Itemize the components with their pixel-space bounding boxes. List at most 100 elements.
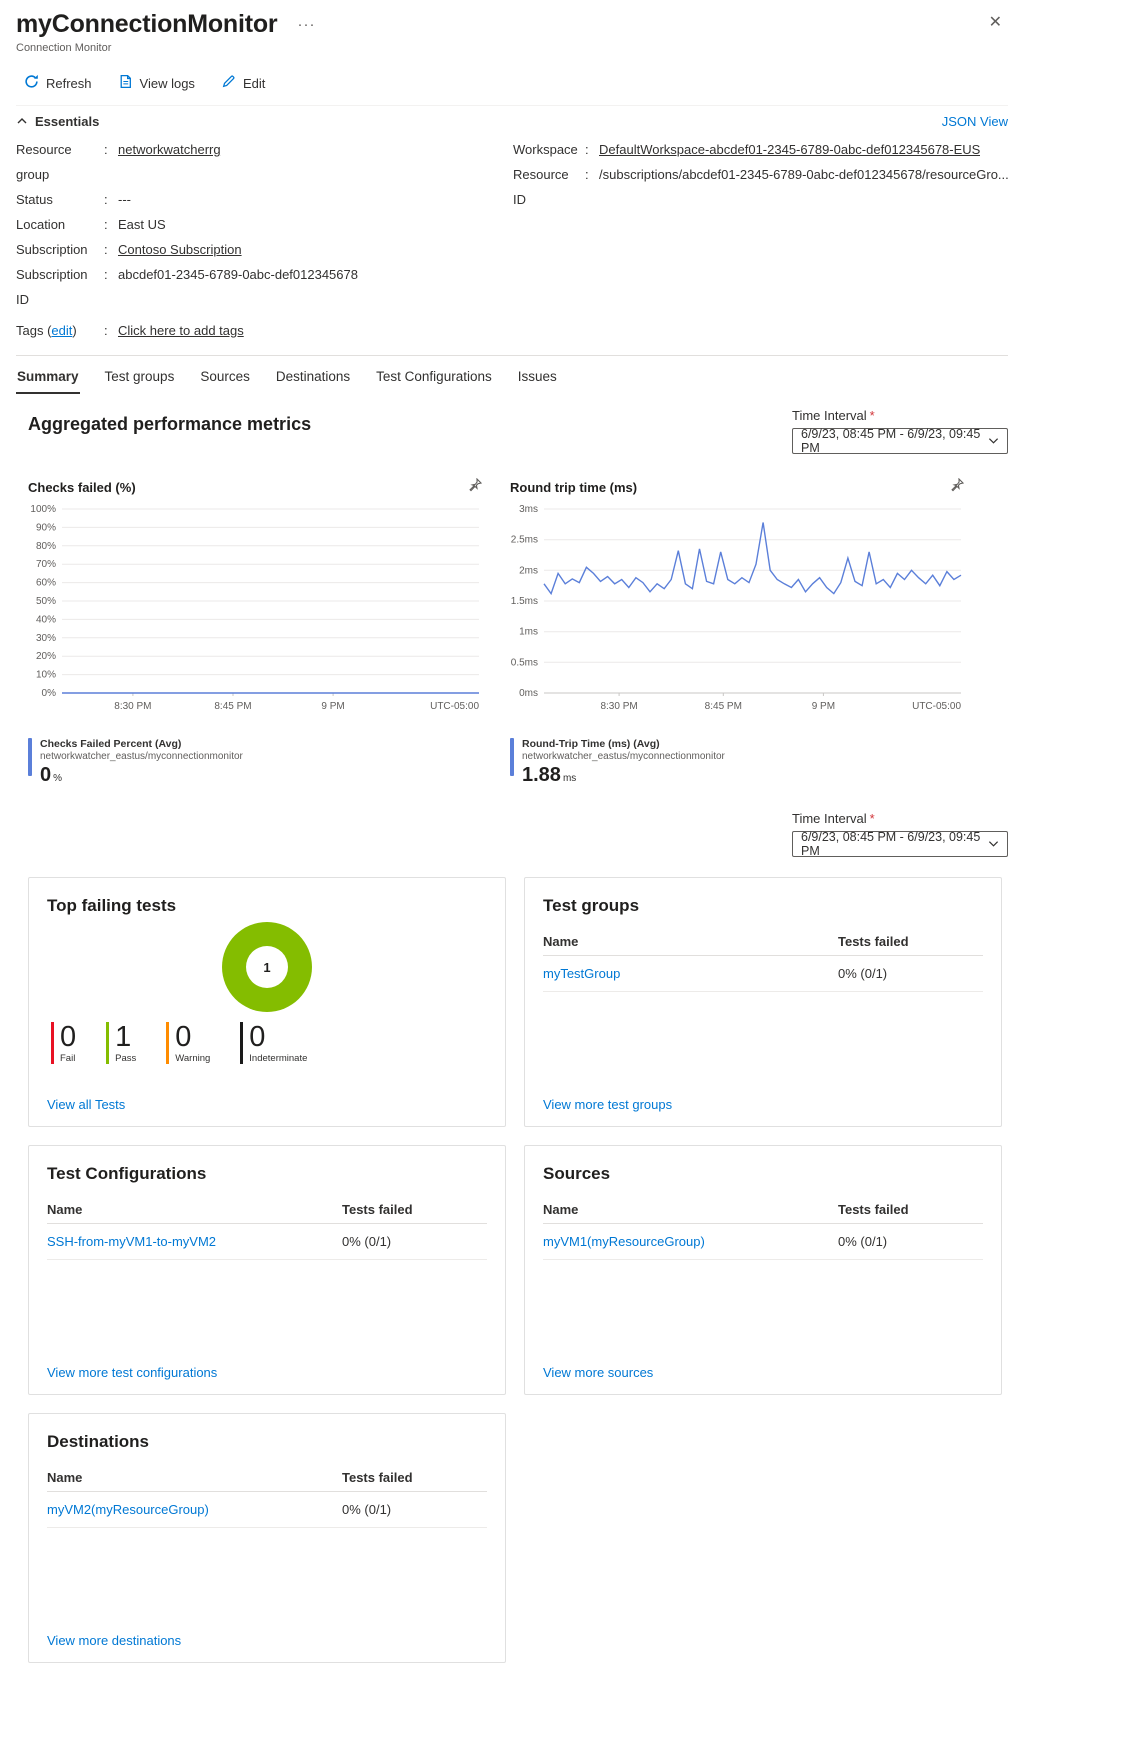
stat-fail: 0 Fail [51, 1022, 76, 1064]
edit-icon [221, 74, 236, 92]
essentials-row-location: Location : East US [16, 217, 166, 232]
card-title: Top failing tests [47, 896, 177, 915]
view-more-test-configurations-link[interactable]: View more test configurations [47, 1365, 218, 1380]
svg-text:8:45 PM: 8:45 PM [705, 701, 742, 712]
time-interval-select[interactable]: 6/9/23, 08:45 PM - 6/9/23, 09:45 PM [792, 427, 1008, 455]
tests-donut-chart: 1 [222, 922, 312, 1012]
destination-link[interactable]: myVM2(myResourceGroup) [47, 1502, 209, 1517]
svg-text:1ms: 1ms [519, 627, 538, 638]
essentials-left-column: Resource group : networkwatcherrg Status… [16, 137, 513, 343]
more-options-icon[interactable]: ··· [297, 15, 316, 33]
time-interval-row-bottom: Time Interval * 6/9/23, 08:45 PM - 6/9/23… [16, 811, 1008, 858]
view-more-test-groups-link[interactable]: View more test groups [543, 1097, 673, 1112]
tab-destinations[interactable]: Destinations [275, 369, 351, 384]
tab-bar: Summary Test groups Sources Destinations… [16, 358, 1008, 394]
tab-summary[interactable]: Summary [16, 358, 80, 394]
essentials-row-status: Status : --- [16, 192, 131, 207]
table-header: Name Tests failed [543, 1196, 983, 1224]
svg-text:0ms: 0ms [519, 688, 538, 699]
checks-failed-legend[interactable]: Checks Failed Percent (Avg) networkwatch… [28, 738, 486, 787]
table-row: SSH-from-myVM1-to-myVM2 0% (0/1) [47, 1224, 487, 1260]
close-icon[interactable]: ✕ [988, 14, 1002, 31]
charts-row: Checks failed (%) 100% 90% 80% 70% 60% 50% 40%… [16, 476, 1008, 787]
essentials-right-column: Workspace : DefaultWorkspace-abcdef01-23… [513, 137, 1009, 343]
view-logs-icon [118, 74, 133, 92]
refresh-button[interactable]: Refresh [16, 70, 100, 96]
svg-text:8:30 PM: 8:30 PM [114, 701, 151, 712]
test-status-stats: 0 Fail 1 Pass 0 Warning 0 Indeterminate [51, 1022, 487, 1064]
required-asterisk: * [869, 408, 875, 423]
svg-text:8:30 PM: 8:30 PM [600, 701, 637, 712]
chart-title: Checks failed (%) [28, 480, 136, 495]
checks-failed-chart: Checks failed (%) 100% 90% 80% 70% 60% 50% 40%… [16, 476, 486, 787]
table-row: myTestGroup 0% (0/1) [543, 956, 983, 992]
essentials-row-tags: Tags (edit) : Click here to add tags [16, 318, 513, 343]
round-trip-time-chart: Round trip time (ms) 3ms 2.5ms 2ms 1.5ms 1ms… [498, 476, 968, 787]
source-link[interactable]: myVM1(myResourceGroup) [543, 1234, 705, 1249]
view-more-sources-link[interactable]: View more sources [543, 1365, 654, 1380]
time-interval-control-bottom: Time Interval * 6/9/23, 08:45 PM - 6/9/23… [792, 811, 1008, 858]
resource-group-link[interactable]: networkwatcherrg [118, 142, 221, 157]
table-header: Name Tests failed [543, 928, 983, 956]
legend-value: 1.88 ms [522, 764, 577, 786]
chevron-down-icon [988, 434, 999, 448]
edit-button[interactable]: Edit [213, 70, 273, 96]
test-group-link[interactable]: myTestGroup [543, 966, 621, 981]
svg-text:40%: 40% [36, 614, 56, 625]
command-bar: Refresh View logs Edit [16, 70, 1008, 106]
sources-card: Sources Name Tests failed myVM1(myResour… [524, 1145, 1002, 1395]
top-failing-tests-card: Top failing tests 1 0 Fail 1 Pass 0 Warn… [28, 877, 506, 1127]
time-interval-select[interactable]: 6/9/23, 08:45 PM - 6/9/23, 09:45 PM [792, 830, 1008, 858]
test-groups-card: Test groups Name Tests failed myTestGrou… [524, 877, 1002, 1127]
summary-cards-grid: Top failing tests 1 0 Fail 1 Pass 0 Warn… [28, 877, 1008, 1663]
svg-text:2ms: 2ms [519, 565, 538, 576]
card-title: Sources [543, 1164, 611, 1183]
connection-monitor-page: myConnectionMonitor ··· Connection Monit… [16, 10, 1009, 1663]
test-configuration-link[interactable]: SSH-from-myVM1-to-myVM2 [47, 1234, 217, 1249]
tab-issues[interactable]: Issues [517, 369, 557, 384]
svg-text:30%: 30% [36, 633, 56, 644]
round-trip-time-plot: 3ms 2.5ms 2ms 1.5ms 1ms 0.5ms 0ms 8:30 PM 8:45 P… [511, 504, 962, 712]
tab-sources[interactable]: Sources [200, 369, 250, 384]
view-more-destinations-link[interactable]: View more destinations [47, 1633, 182, 1648]
essentials-row-resource-id: Resource ID : /subscriptions/abcdef01-23… [513, 167, 1009, 207]
table-row: myVM1(myResourceGroup) 0% (0/1) [543, 1224, 983, 1260]
svg-text:8:45 PM: 8:45 PM [214, 701, 251, 712]
tags-edit-link[interactable]: edit [51, 323, 73, 338]
legend-color-bar [510, 738, 514, 776]
tab-test-groups[interactable]: Test groups [104, 369, 175, 384]
add-tags-link[interactable]: Click here to add tags [118, 323, 244, 338]
chart-title: Round trip time (ms) [510, 480, 638, 495]
page-subtitle: Connection Monitor [16, 42, 112, 54]
page-title: myConnectionMonitor [16, 10, 278, 38]
json-view-link[interactable]: JSON View [941, 114, 1008, 129]
table-row: myVM2(myResourceGroup) 0% (0/1) [47, 1492, 487, 1528]
view-all-tests-link[interactable]: View all Tests [47, 1097, 126, 1112]
stat-pass: 1 Pass [106, 1022, 136, 1064]
svg-text:UTC-05:00: UTC-05:00 [912, 701, 961, 712]
card-title: Test Configurations [47, 1164, 207, 1183]
stat-warning: 0 Warning [166, 1022, 210, 1064]
tab-test-configurations[interactable]: Test Configurations [376, 369, 492, 384]
view-logs-button[interactable]: View logs [110, 70, 203, 96]
subscription-link[interactable]: Contoso Subscription [118, 242, 242, 257]
pin-icon[interactable] [948, 476, 966, 499]
checks-failed-plot: 100% 90% 80% 70% 60% 50% 40% 30% 20% 10% 0% 8:30 PM… [30, 504, 479, 712]
essentials-row-resource-group: Resource group : networkwatcherrg [16, 137, 513, 187]
metrics-section-header: Aggregated performance metrics Time Inte… [16, 408, 1008, 455]
essentials-row-workspace: Workspace : DefaultWorkspace-abcdef01-23… [513, 137, 1009, 162]
time-interval-control-top: Time Interval * 6/9/23, 08:45 PM - 6/9/23… [792, 408, 1008, 455]
table-header: Name Tests failed [47, 1464, 487, 1492]
svg-text:3ms: 3ms [519, 504, 538, 515]
legend-color-bar [28, 738, 32, 776]
svg-text:20%: 20% [36, 651, 56, 662]
svg-text:60%: 60% [36, 578, 56, 589]
stat-indeterminate: 0 Indeterminate [240, 1022, 307, 1064]
workspace-link[interactable]: DefaultWorkspace-abcdef01-2345-6789-0abc… [599, 142, 981, 157]
essentials-grid: Resource group : networkwatcherrg Status… [16, 137, 1009, 343]
pin-icon[interactable] [466, 476, 484, 499]
svg-text:1.5ms: 1.5ms [511, 596, 538, 607]
essentials-collapse-toggle[interactable]: Essentials [16, 114, 99, 129]
round-trip-time-legend[interactable]: Round-Trip Time (ms) (Avg) networkwatche… [510, 738, 968, 787]
required-asterisk: * [869, 811, 875, 826]
